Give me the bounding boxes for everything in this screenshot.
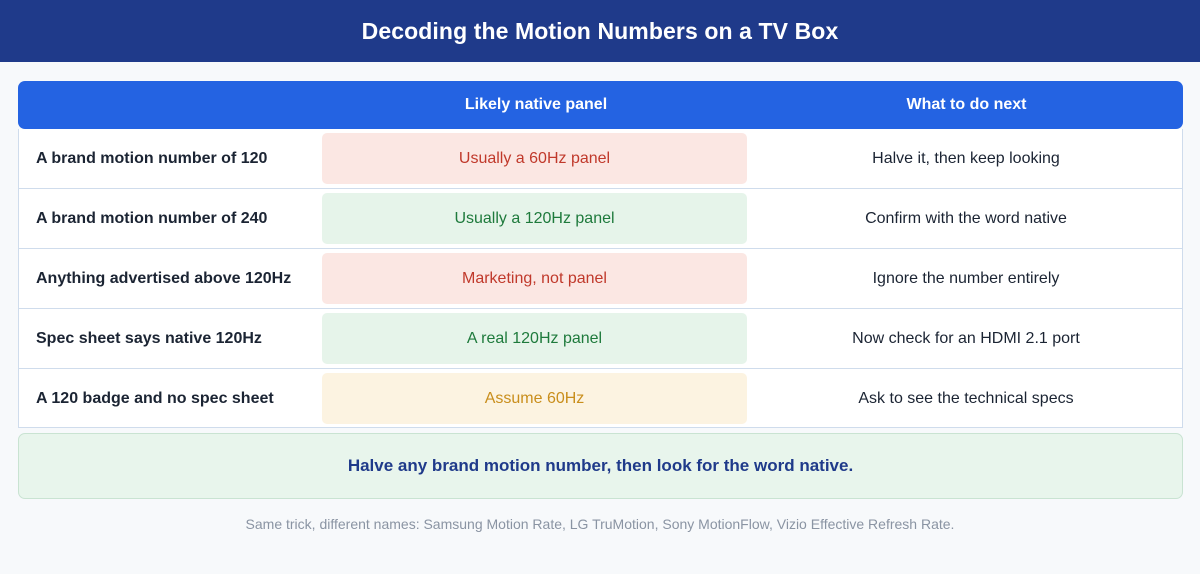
panel-badge: Usually a 120Hz panel <box>322 193 747 244</box>
condition-cell: A 120 badge and no spec sheet <box>36 389 274 407</box>
title-bar: Decoding the Motion Numbers on a TV Box <box>0 0 1200 62</box>
header-panel: Likely native panel <box>464 96 608 113</box>
panel-badge: Assume 60Hz <box>322 373 747 424</box>
condition-cell: A brand motion number of 120 <box>36 149 268 167</box>
action-cell: Confirm with the word native <box>865 209 1067 227</box>
table-header: Likely native panel What to do next <box>18 81 1183 129</box>
summary-text: Halve any brand motion number, then look… <box>347 456 854 475</box>
panel-badge: A real 120Hz panel <box>322 313 747 364</box>
table-row: A brand motion number of 240 Usually a 1… <box>19 189 1182 249</box>
panel-badge: Marketing, not panel <box>322 253 747 304</box>
table-row: A brand motion number of 120 Usually a 6… <box>19 129 1182 189</box>
summary-callout: Halve any brand motion number, then look… <box>18 433 1183 499</box>
table-row: Spec sheet says native 120Hz A real 120H… <box>19 309 1182 369</box>
action-cell: Halve it, then keep looking <box>872 149 1060 167</box>
footnote: Same trick, different names: Samsung Mot… <box>245 516 955 532</box>
table-row: Anything advertised above 120Hz Marketin… <box>19 249 1182 309</box>
action-cell: Ask to see the technical specs <box>858 389 1074 407</box>
condition-cell: A brand motion number of 240 <box>36 209 268 227</box>
panel-badge: Usually a 60Hz panel <box>322 133 747 184</box>
table-body: A brand motion number of 120 Usually a 6… <box>18 129 1183 428</box>
action-cell: Ignore the number entirely <box>872 269 1060 287</box>
condition-cell: Anything advertised above 120Hz <box>36 269 292 287</box>
action-cell: Now check for an HDMI 2.1 port <box>852 329 1080 347</box>
header-action: What to do next <box>906 96 1027 113</box>
table-row: A 120 badge and no spec sheet Assume 60H… <box>19 369 1182 428</box>
condition-cell: Spec sheet says native 120Hz <box>36 329 262 347</box>
page-title: Decoding the Motion Numbers on a TV Box <box>361 17 839 44</box>
